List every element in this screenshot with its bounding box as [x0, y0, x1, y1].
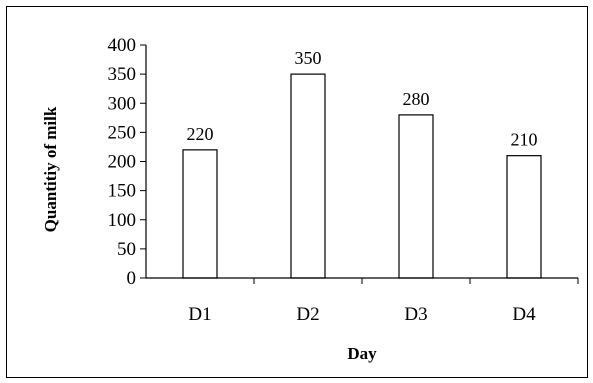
y-tick-label: 250 [108, 122, 137, 143]
bar-d2 [290, 73, 326, 279]
y-axis-title: Quantitiy of milk [41, 106, 60, 232]
data-label-d1: 220 [187, 124, 214, 144]
bar-d3 [398, 114, 434, 279]
y-tick-label: 100 [108, 210, 137, 231]
data-label-d3: 280 [403, 89, 430, 109]
x-tick-label-d4: D4 [512, 304, 536, 325]
y-tick-label: 150 [108, 181, 137, 202]
y-tick-label: 0 [127, 268, 137, 289]
x-tick-label-d3: D3 [404, 304, 427, 325]
y-tick-label: 200 [108, 152, 137, 173]
y-tick-label: 350 [108, 64, 137, 85]
x-tick-label-d1: D1 [188, 304, 211, 325]
bars: 220 350 280 210 [182, 48, 542, 279]
x-tick-label-d2: D2 [296, 304, 319, 325]
x-axis-title: Day [347, 344, 377, 363]
y-tick-label: 300 [108, 93, 137, 114]
y-axis-ticks: 0 50 100 150 200 250 300 350 400 [108, 35, 146, 289]
bar-d1 [182, 149, 218, 279]
y-tick-label: 400 [108, 35, 137, 56]
y-tick-label: 50 [117, 239, 136, 260]
data-label-d2: 350 [295, 48, 322, 68]
x-axis-ticks: D1 D2 D3 D4 [188, 278, 579, 325]
bar-d4 [506, 155, 542, 279]
data-label-d4: 210 [511, 130, 538, 150]
